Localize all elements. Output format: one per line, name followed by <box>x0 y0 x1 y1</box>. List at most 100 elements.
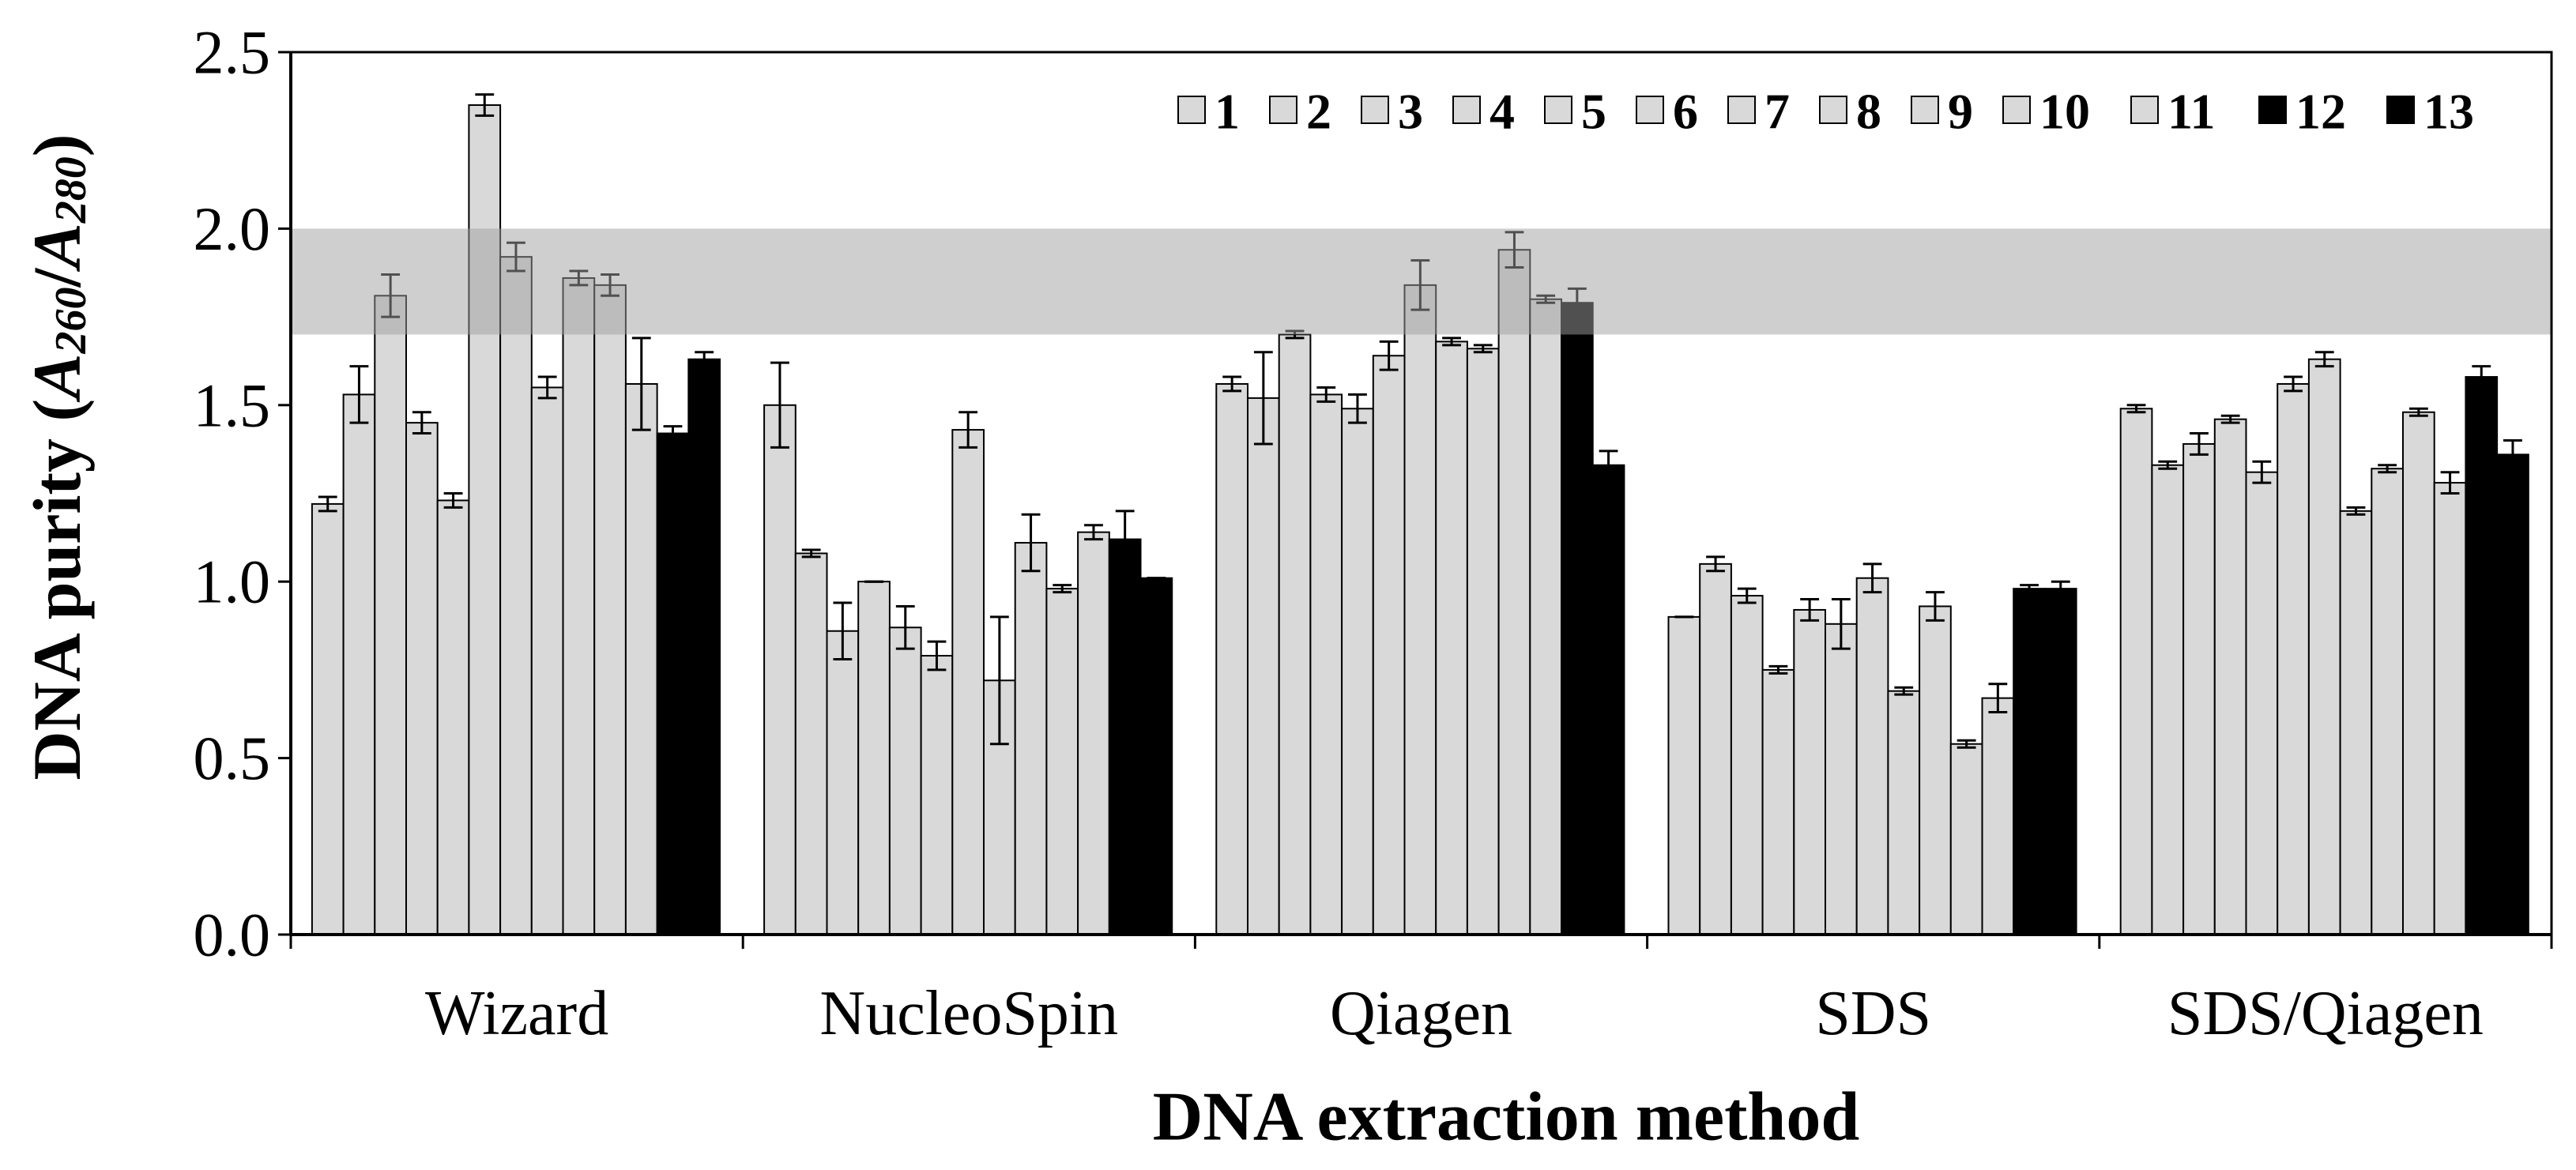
x-category-label-sds: SDS <box>1815 979 1931 1048</box>
legend-label: 3 <box>1398 84 1423 140</box>
error-bar-sds-series-9 <box>1926 591 1945 622</box>
bar-sds-qiagen-series-1 <box>2119 408 2153 935</box>
error-bar-qiagen-series-6 <box>1379 340 1399 371</box>
error-bar-wizard-series-8 <box>537 375 557 400</box>
y-axis-title-slash: / <box>19 267 95 288</box>
legend-label: 7 <box>1764 84 1790 140</box>
bar-sds-series-4 <box>1761 668 1795 936</box>
error-bar-wizard-series-5 <box>443 492 463 509</box>
legend-item-3: 3 <box>1361 84 1423 140</box>
bar-nucleospin-series-6 <box>920 655 954 935</box>
bar-sds-series-7 <box>1855 577 1889 935</box>
legend-item-9: 9 <box>1911 84 1973 140</box>
legend-swatch <box>1911 96 1939 124</box>
axes-layer <box>278 51 2553 949</box>
legend-label: 5 <box>1581 84 1606 140</box>
legend-label: 6 <box>1673 84 1698 140</box>
bar-wizard-series-4 <box>405 422 439 935</box>
error-bar-sds-series-7 <box>1862 562 1882 594</box>
legend-item-7: 7 <box>1727 84 1790 140</box>
x-category-label-sds-qiagen: SDS/Qiagen <box>2167 979 2484 1048</box>
bar-qiagen-series-8 <box>1435 340 1468 936</box>
bar-wizard-series-3 <box>374 295 407 935</box>
bar-nucleospin-series-7 <box>951 429 985 935</box>
legend-swatch <box>2130 96 2159 124</box>
legend-label: 11 <box>2167 84 2215 140</box>
bar-wizard-series-9 <box>562 277 596 935</box>
bar-nucleospin-series-3 <box>826 630 860 935</box>
legend-label: 9 <box>1948 84 1973 140</box>
legend-label: 2 <box>1306 84 1331 140</box>
bar-sds-qiagen-series-2 <box>2151 464 2185 935</box>
bar-wizard-series-13 <box>687 358 721 935</box>
bar-sds-qiagen-series-7 <box>2307 358 2341 935</box>
bar-sds-series-12 <box>2013 588 2046 935</box>
bar-qiagen-series-9 <box>1466 348 1500 935</box>
y-axis-title-var2: A <box>19 223 95 272</box>
error-bar-qiagen-series-1 <box>1222 375 1242 393</box>
error-bar-qiagen-series-8 <box>1442 337 1461 347</box>
error-bar-nucleospin-series-9 <box>1021 513 1041 573</box>
bar-sds-qiagen-series-5 <box>2245 471 2279 935</box>
legend: 1 2 3 4 5 6 7 8 9 10 11 12 13 <box>1177 84 2474 140</box>
error-bar-qiagen-series-5 <box>1348 393 1367 424</box>
error-bar-qiagen-series-13 <box>1599 450 1618 481</box>
legend-item-4: 4 <box>1452 84 1515 140</box>
error-bar-sds-series-11 <box>1988 683 2008 714</box>
bar-wizard-series-11 <box>624 382 658 935</box>
error-bar-sds-qiagen-series-2 <box>2158 460 2178 470</box>
error-bar-nucleospin-series-12 <box>1115 510 1135 569</box>
error-bar-wizard-series-1 <box>318 495 337 513</box>
bar-nucleospin-series-1 <box>763 404 797 935</box>
bar-sds-qiagen-series-13 <box>2496 453 2529 935</box>
bar-sds-series-9 <box>1919 605 1952 935</box>
legend-label: 8 <box>1856 84 1881 140</box>
legend-swatch <box>1177 96 1206 124</box>
bar-nucleospin-series-10 <box>1045 588 1079 935</box>
y-tick-label: 0.0 <box>194 901 271 969</box>
bar-sds-series-10 <box>1949 743 1983 936</box>
error-bar-sds-qiagen-series-10 <box>2408 407 2428 417</box>
legend-label: 13 <box>2423 84 2474 140</box>
error-bar-sds-qiagen-series-6 <box>2284 375 2303 393</box>
error-bar-qiagen-series-2 <box>1253 351 1273 446</box>
bar-wizard-series-1 <box>311 502 345 935</box>
error-bar-wizard-series-11 <box>631 337 651 431</box>
y-tick-label: 2.0 <box>194 194 271 263</box>
bar-sds-series-8 <box>1887 690 1921 935</box>
error-bar-nucleospin-series-1 <box>770 361 789 449</box>
bar-sds-qiagen-series-4 <box>2213 418 2247 935</box>
legend-swatch <box>1361 96 1389 124</box>
error-bar-wizard-series-13 <box>695 351 714 368</box>
legend-swatch <box>1636 96 1664 124</box>
legend-label: 12 <box>2295 84 2346 140</box>
error-bar-sds-qiagen-series-5 <box>2252 460 2272 484</box>
error-bar-sds-series-10 <box>1956 739 1976 749</box>
legend-item-1: 1 <box>1177 84 1240 140</box>
error-bar-wizard-series-4 <box>412 411 431 435</box>
bar-nucleospin-series-9 <box>1014 542 1048 935</box>
bar-sds-qiagen-series-6 <box>2277 382 2310 935</box>
error-bar-sds-series-4 <box>1768 664 1788 675</box>
bar-sds-series-2 <box>1699 562 1732 935</box>
legend-item-13: 13 <box>2386 84 2474 140</box>
error-bar-sds-qiagen-series-7 <box>2314 351 2334 368</box>
error-bar-sds-series-5 <box>1800 598 1820 622</box>
reference-band <box>291 228 2552 335</box>
x-category-label-qiagen: Qiagen <box>1330 979 1512 1048</box>
bar-qiagen-series-2 <box>1246 397 1280 935</box>
error-bar-sds-series-8 <box>1894 686 1914 696</box>
legend-item-6: 6 <box>1636 84 1698 140</box>
error-bar-nucleospin-series-7 <box>958 411 978 449</box>
error-bar-sds-qiagen-series-9 <box>2378 464 2397 474</box>
error-bar-sds-series-3 <box>1737 587 1757 604</box>
bar-nucleospin-series-4 <box>857 581 891 935</box>
error-bar-nucleospin-series-8 <box>989 615 1009 746</box>
error-bar-sds-qiagen-series-11 <box>2440 471 2460 495</box>
legend-item-5: 5 <box>1544 84 1606 140</box>
bar-qiagen-series-12 <box>1561 302 1594 935</box>
bar-sds-series-3 <box>1730 595 1764 936</box>
error-bar-sds-series-6 <box>1831 598 1851 650</box>
error-bar-nucleospin-series-10 <box>1053 584 1072 594</box>
